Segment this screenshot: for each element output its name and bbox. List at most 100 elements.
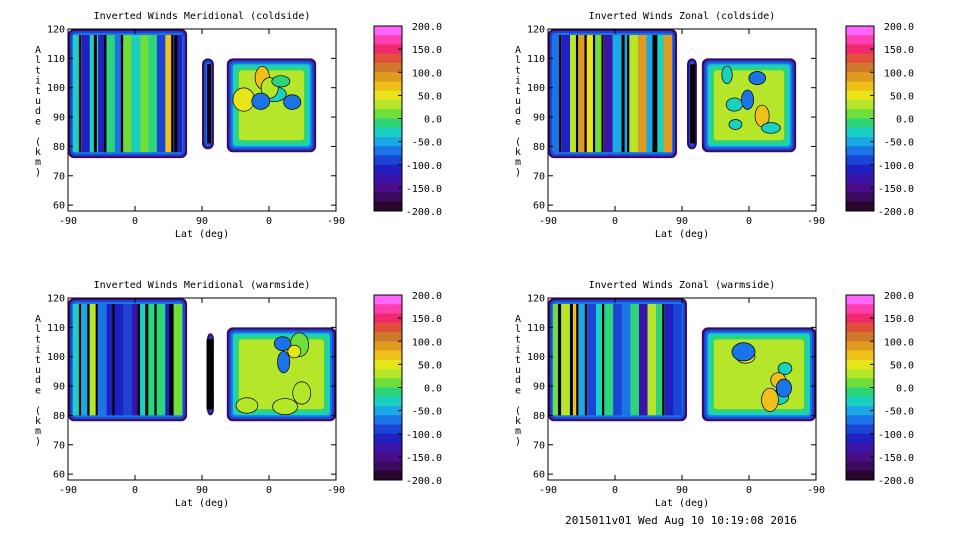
colorbar: 200.0 150.0 100.0 50.0 0.0 -50.0 -100.0 -150.0 -…	[845, 291, 914, 487]
colorbar-swatch	[846, 341, 874, 351]
field-strip	[604, 35, 613, 153]
chart-title: Inverted Winds Meridional (warmside)	[94, 280, 311, 291]
colorbar-swatch	[846, 53, 874, 64]
y-axis-label-char: d	[515, 375, 521, 386]
y-axis-label-char: t	[515, 334, 521, 345]
field-blob	[775, 378, 792, 398]
colorbar-swatch	[846, 164, 874, 175]
colorbar-swatch	[374, 192, 402, 203]
field-strip	[613, 304, 622, 416]
colorbar-swatch	[846, 350, 874, 361]
field-strip	[89, 304, 99, 416]
colorbar-swatch	[846, 35, 874, 45]
y-axis-label-char: k	[35, 416, 41, 427]
y-tick-label: 100	[527, 83, 545, 94]
y-axis-label-char: l	[35, 55, 41, 66]
field-blob	[292, 381, 312, 405]
contour-line	[169, 304, 173, 416]
field-strip	[578, 35, 588, 153]
contour-line	[145, 304, 149, 416]
y-axis-label-char: (	[35, 406, 41, 417]
y-axis-label-char: u	[35, 96, 41, 107]
colorbar-swatch	[374, 109, 402, 119]
y-axis-label-char: i	[35, 76, 41, 87]
x-axis-label: Lat (deg)	[655, 498, 709, 509]
contour-line	[558, 35, 562, 153]
field-layer	[238, 70, 305, 141]
x-tick-label: 0	[266, 485, 272, 496]
field-strip	[98, 35, 107, 153]
colorbar-label: 0.0	[896, 115, 914, 126]
colorbar-swatch	[846, 26, 874, 36]
colorbar-label: 100.0	[412, 68, 442, 79]
y-axis-label-char: t	[515, 355, 521, 366]
contour-line	[692, 64, 696, 144]
colorbar-swatch	[846, 174, 874, 184]
field-strip	[165, 35, 174, 153]
colorbar-label: 100.0	[884, 337, 914, 348]
colorbar-swatch	[846, 137, 874, 147]
y-tick-label: 110	[527, 323, 545, 334]
colorbar-swatch	[846, 415, 874, 425]
field-strip	[595, 35, 605, 153]
y-axis-label-char: )	[35, 436, 41, 447]
field-strip	[629, 35, 639, 153]
colorbar-swatch	[374, 72, 402, 82]
y-tick-label: 110	[47, 54, 65, 65]
colorbar-swatch	[846, 443, 874, 453]
colorbar-swatch	[846, 127, 874, 138]
y-axis-label-char: d	[35, 375, 41, 386]
x-tick-label: 90	[196, 216, 208, 227]
y-tick-label: 90	[533, 113, 545, 124]
contour-line	[95, 304, 98, 416]
colorbar-label: 50.0	[418, 91, 442, 102]
contour-line	[654, 35, 658, 153]
y-axis-label-char: t	[35, 355, 41, 366]
colorbar-swatch	[374, 332, 402, 342]
y-axis-label-char: t	[35, 65, 41, 76]
colorbar-label: -50.0	[412, 138, 442, 149]
field-strip	[81, 304, 90, 416]
y-axis-label-char: k	[515, 416, 521, 427]
field-strip	[123, 35, 132, 153]
field-strip	[673, 304, 682, 416]
colorbar-label: 150.0	[884, 314, 914, 325]
colorbar-swatch	[846, 452, 874, 462]
colorbar-label: -150.0	[878, 453, 914, 464]
colorbar-swatch	[846, 322, 874, 333]
field-block	[68, 29, 188, 159]
y-tick-label: 120	[527, 294, 545, 305]
colorbar-swatch	[846, 313, 874, 324]
colorbar-label: 100.0	[412, 337, 442, 348]
x-axis-label: Lat (deg)	[175, 229, 229, 240]
field-blob	[287, 344, 302, 359]
colorbar-swatch	[846, 304, 874, 314]
y-axis-label-char: m	[35, 426, 41, 437]
field-strip	[663, 35, 673, 153]
field-strip	[98, 304, 107, 416]
field-blob	[277, 350, 291, 374]
contour-line	[78, 35, 82, 153]
colorbar: 200.0 150.0 100.0 50.0 0.0 -50.0 -100.0 -150.0 -…	[373, 291, 442, 487]
field-strip	[578, 304, 588, 416]
field-blob	[232, 87, 255, 112]
field-strip	[156, 35, 166, 153]
field-strip	[638, 304, 648, 416]
y-tick-label: 70	[53, 440, 65, 451]
chart-panel-2: 60 70 80 90 100 110 120 -90 0 90 0 -90 Inverted Wind…	[515, 11, 914, 240]
field-strip	[656, 304, 665, 416]
field-blob	[748, 71, 766, 85]
field-strip	[106, 304, 115, 416]
contour-line	[584, 304, 588, 416]
field-block	[226, 327, 336, 422]
y-tick-label: 70	[533, 171, 545, 182]
x-tick-label: -90	[59, 216, 77, 227]
field-strip	[114, 304, 124, 416]
field-strip	[604, 304, 614, 416]
contour-line	[652, 35, 655, 153]
y-tick-label: 60	[533, 470, 545, 481]
colorbar-label: -100.0	[878, 161, 914, 172]
colorbar-label: 200.0	[884, 291, 914, 302]
y-tick-label: 120	[47, 294, 65, 305]
colorbar-swatch	[846, 183, 874, 193]
